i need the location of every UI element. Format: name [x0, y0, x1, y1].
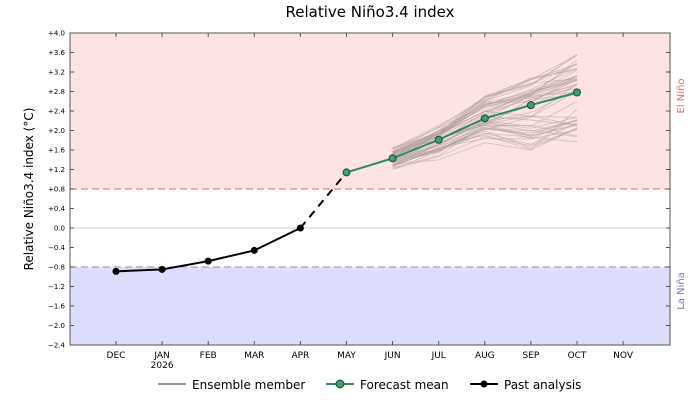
ensemble-member-line [392, 124, 578, 169]
x-tick-label: OCT [568, 351, 587, 361]
y-tick-label: +4.0 [48, 30, 65, 38]
y-tick-label: −2.0 [48, 322, 65, 330]
legend-ensemble-label: Ensemble member [192, 378, 305, 392]
y-tick-label: +0.4 [48, 205, 66, 213]
y-tick-label: 0.0 [54, 225, 65, 233]
legend-forecast-marker [335, 379, 345, 389]
forecast-mean-point [342, 168, 351, 177]
past-forecast-bridge-line [299, 171, 348, 229]
el-nino-label: El Niño [676, 79, 687, 114]
past-analysis-point [296, 224, 304, 232]
x-tick-sublabel: 2026 [151, 361, 174, 371]
forecast-mean-line [346, 91, 578, 174]
ensemble-member-line [392, 128, 578, 166]
y-tick-label: +3.6 [48, 49, 66, 57]
y-axis-label: Relative Niño3.4 index (°C) [22, 108, 36, 271]
y-tick-label: +2.4 [48, 108, 66, 116]
ensemble-member-line [392, 63, 578, 154]
y-tick-label: +0.8 [48, 186, 65, 194]
y-tick-label: +2.0 [48, 127, 65, 135]
y-tick-label: +2.8 [48, 88, 65, 96]
chart-title: Relative Niño3.4 index [286, 3, 455, 21]
past-analysis-point [158, 265, 166, 273]
legend-past-label: Past analysis [504, 378, 581, 392]
x-tick-label: MAR [244, 351, 264, 361]
ensemble-member-line [392, 123, 578, 168]
x-tick-label: JUL [431, 351, 446, 361]
la-nina-label: La Niña [676, 272, 687, 310]
past-analysis-point [204, 257, 212, 265]
x-tick-label: APR [291, 351, 309, 361]
y-tick-label: −0.8 [48, 264, 65, 272]
ensemble-member-line [392, 108, 578, 166]
forecast-mean-point [388, 154, 397, 163]
y-tick-label: −1.6 [48, 303, 66, 311]
la-nina-band [70, 267, 670, 345]
ensemble-member-line [392, 54, 578, 149]
x-tick-label: AUG [475, 351, 495, 361]
x-tick-label: SEP [522, 351, 539, 361]
legend: Ensemble member Forecast mean Past analy… [158, 378, 581, 392]
past-analysis-point [112, 267, 120, 275]
y-tick-label: +1.2 [48, 166, 65, 174]
ensemble-member-line [392, 90, 578, 159]
forecast-mean-point [480, 114, 489, 123]
ensemble-member-line [392, 84, 578, 154]
x-tick-label: FEB [200, 351, 217, 361]
x-tick-label: DEC [107, 351, 126, 361]
ensemble-member-line [392, 128, 578, 170]
forecast-mean-point [434, 135, 443, 144]
y-tick-label: +3.2 [48, 69, 65, 77]
x-tick-label: MAY [337, 351, 356, 361]
past-analysis-point [250, 246, 258, 254]
ensemble-member-line [392, 78, 578, 150]
y-tick-label: +1.6 [48, 147, 66, 155]
forecast-mean-point [573, 88, 581, 97]
x-tick-label: JUN [384, 351, 401, 361]
legend-past-marker [480, 380, 488, 388]
x-tick-label: JAN [153, 351, 169, 361]
ensemble-member-line [392, 132, 578, 170]
legend-forecast-label: Forecast mean [360, 378, 449, 392]
y-tick-label: −1.2 [48, 283, 65, 291]
forecast-mean-point [526, 101, 535, 110]
x-tick-label: NOV [613, 351, 634, 361]
y-tick-label: −2.4 [48, 342, 66, 350]
past-analysis-line [115, 227, 301, 273]
y-tick-label: −0.4 [48, 244, 66, 252]
